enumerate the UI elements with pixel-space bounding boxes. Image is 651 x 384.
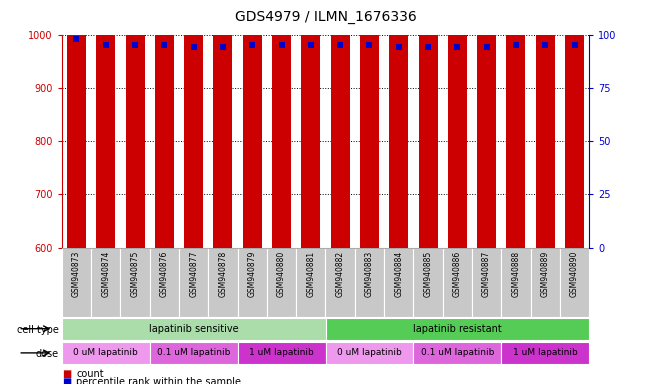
Bar: [326, 318, 589, 340]
Bar: [62, 342, 150, 364]
Bar: [477, 0, 496, 248]
Bar: [243, 0, 262, 248]
Text: GSM940882: GSM940882: [336, 250, 344, 296]
Bar: [238, 342, 326, 364]
Bar: [501, 248, 531, 317]
Text: 1 uM lapatinib: 1 uM lapatinib: [249, 348, 314, 358]
Text: GSM940874: GSM940874: [102, 250, 110, 297]
Bar: [267, 248, 296, 317]
Text: GSM940884: GSM940884: [395, 250, 403, 297]
Text: percentile rank within the sample: percentile rank within the sample: [76, 377, 241, 384]
Bar: [120, 248, 150, 317]
Bar: [360, 0, 379, 248]
Text: GSM940885: GSM940885: [424, 250, 432, 297]
Text: 1 uM lapatinib: 1 uM lapatinib: [513, 348, 577, 358]
Bar: [184, 0, 203, 248]
Bar: [389, 0, 408, 248]
Bar: [326, 248, 355, 317]
Bar: [331, 0, 350, 248]
Text: cell type: cell type: [17, 325, 59, 335]
Bar: [326, 342, 413, 364]
Bar: [501, 342, 589, 364]
Bar: [419, 0, 437, 248]
Bar: [413, 248, 443, 317]
Text: GSM940873: GSM940873: [72, 250, 81, 297]
Bar: [214, 0, 232, 248]
Bar: [448, 0, 467, 248]
Bar: [179, 248, 208, 317]
Text: GSM940889: GSM940889: [541, 250, 549, 297]
Bar: [62, 318, 326, 340]
Bar: [126, 0, 145, 248]
Bar: [62, 248, 91, 317]
Bar: [565, 0, 584, 248]
Text: ■: ■: [62, 369, 71, 379]
Bar: [272, 0, 291, 248]
Text: GSM940887: GSM940887: [482, 250, 491, 297]
Bar: [355, 248, 384, 317]
Text: GSM940881: GSM940881: [307, 250, 315, 296]
Bar: [238, 248, 267, 317]
Text: ■: ■: [62, 377, 71, 384]
Bar: [150, 248, 179, 317]
Text: GSM940880: GSM940880: [277, 250, 286, 297]
Text: 0 uM lapatinib: 0 uM lapatinib: [74, 348, 138, 358]
Bar: [560, 248, 589, 317]
Bar: [384, 248, 413, 317]
Text: 0 uM lapatinib: 0 uM lapatinib: [337, 348, 402, 358]
Text: lapatinib sensitive: lapatinib sensitive: [149, 324, 238, 334]
Bar: [443, 248, 472, 317]
Bar: [150, 342, 238, 364]
Text: dose: dose: [35, 349, 59, 359]
Text: lapatinib resistant: lapatinib resistant: [413, 324, 502, 334]
Text: GSM940883: GSM940883: [365, 250, 374, 297]
Bar: [413, 342, 501, 364]
Text: 0.1 uM lapatinib: 0.1 uM lapatinib: [421, 348, 494, 358]
Bar: [536, 0, 555, 248]
Text: GSM940875: GSM940875: [131, 250, 139, 297]
Text: GSM940890: GSM940890: [570, 250, 579, 297]
Bar: [531, 248, 560, 317]
Bar: [296, 248, 326, 317]
Bar: [506, 0, 525, 248]
Bar: [96, 0, 115, 248]
Text: GSM940888: GSM940888: [512, 250, 520, 296]
Bar: [472, 248, 501, 317]
Bar: [91, 248, 120, 317]
Text: 0.1 uM lapatinib: 0.1 uM lapatinib: [157, 348, 230, 358]
Text: GDS4979 / ILMN_1676336: GDS4979 / ILMN_1676336: [234, 10, 417, 23]
Bar: [301, 0, 320, 248]
Bar: [208, 248, 238, 317]
Text: GSM940879: GSM940879: [248, 250, 256, 297]
Text: GSM940876: GSM940876: [160, 250, 169, 297]
Text: GSM940878: GSM940878: [219, 250, 227, 297]
Bar: [155, 0, 174, 248]
Text: GSM940886: GSM940886: [453, 250, 462, 297]
Text: count: count: [76, 369, 104, 379]
Text: GSM940877: GSM940877: [189, 250, 198, 297]
Bar: [67, 0, 86, 248]
